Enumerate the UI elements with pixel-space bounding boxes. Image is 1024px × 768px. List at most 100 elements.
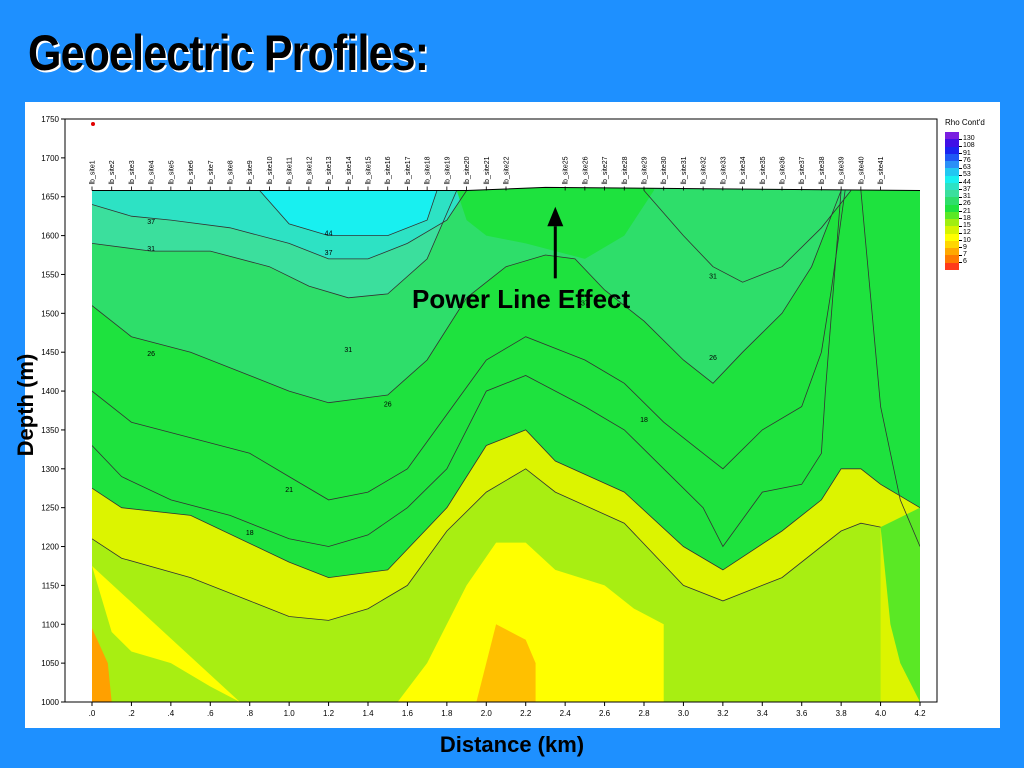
- site-label: lb_site40: [858, 156, 865, 184]
- y-tick-label: 1150: [42, 581, 60, 590]
- legend-label: 9: [963, 243, 967, 251]
- x-tick-label: 3.8: [836, 709, 848, 718]
- fill-band-power-line: [456, 187, 654, 259]
- legend-swatch: [945, 175, 959, 183]
- legend-swatch: [945, 262, 959, 270]
- site-label: lb_site30: [661, 156, 668, 184]
- legend-tick: [959, 232, 962, 234]
- legend-tick: [959, 247, 962, 249]
- fill-band-right-edge: [880, 507, 920, 702]
- contour-label: 44: [325, 231, 333, 238]
- legend-tick: [959, 211, 962, 213]
- contour-label: 31: [147, 246, 155, 253]
- legend-label: 10: [963, 236, 971, 244]
- legend-label: 37: [963, 185, 971, 193]
- legend-row: [945, 262, 993, 270]
- y-tick-label: 1450: [41, 348, 59, 357]
- plot-frame: [64, 118, 938, 703]
- x-tick-label: 4.2: [914, 709, 926, 718]
- site-label: lb_site41: [878, 156, 885, 184]
- contour-line-2: [92, 190, 458, 299]
- y-tick-label: 1050: [41, 659, 59, 668]
- x-tick-label: 1.8: [441, 709, 453, 718]
- x-tick-label: 2.8: [638, 709, 650, 718]
- contour-label: 31: [709, 273, 717, 280]
- legend-swatch: [945, 255, 959, 263]
- legend-label: 31: [963, 193, 971, 200]
- contour-line-4: [92, 190, 842, 404]
- legend-row: 53: [945, 168, 993, 178]
- contour-line-0: [92, 190, 467, 260]
- contour-line-lower-0: [92, 429, 920, 579]
- legend-swatch: [945, 226, 959, 234]
- chart-panel: 37 44 31 37 31 37 26 31 26 26 18 21 18 1000 1050 1100 11…: [25, 102, 1000, 728]
- fill-band-31-right: [644, 187, 851, 283]
- legend-row: 18: [945, 211, 993, 222]
- y-tick-label: 1000: [41, 698, 59, 707]
- contour-line-7: [860, 190, 920, 547]
- y-tick-label: 1200: [41, 543, 59, 552]
- legend-row: 108: [945, 139, 993, 149]
- x-tick-label: 4.0: [875, 709, 887, 718]
- legend-tick: [959, 189, 962, 191]
- legend-row: 15: [945, 219, 993, 229]
- site-label: lb_site22: [504, 156, 511, 184]
- site-label: lb_site5: [168, 160, 175, 184]
- legend-swatch: [945, 190, 959, 198]
- legend-label: 18: [963, 214, 971, 222]
- site-label: lb_site33: [720, 156, 727, 184]
- legend-label: 6: [963, 258, 967, 266]
- legend-row: 12: [945, 226, 993, 237]
- legend-label: 12: [963, 229, 971, 237]
- site-label: lb_site15: [366, 156, 373, 184]
- x-tick-label: 3.0: [678, 709, 690, 718]
- legend-swatch: [945, 132, 959, 140]
- x-tick-label: .2: [128, 709, 135, 718]
- legend-tick: [959, 153, 962, 155]
- site-label: lb_site3: [129, 160, 136, 184]
- legend-label: 26: [963, 200, 971, 208]
- x-tick-label: .8: [246, 709, 253, 718]
- legend-row: 9: [945, 240, 993, 251]
- x-tick-label: 2.4: [560, 709, 572, 718]
- x-tick-label: .4: [168, 709, 175, 718]
- x-tick-label: 1.4: [362, 709, 374, 718]
- y-tick-label: 1300: [41, 465, 59, 474]
- legend-row: 91: [945, 146, 993, 157]
- contour-label: 37: [147, 219, 155, 226]
- legend-tick: [959, 218, 962, 220]
- site-label: lb_site17: [405, 156, 412, 184]
- legend-swatch: [945, 139, 959, 147]
- site-label: lb_site8: [228, 160, 235, 184]
- site-label: lb_site36: [780, 156, 787, 184]
- contour-line-lower-1: [92, 468, 881, 621]
- x-tick-label: 2.6: [599, 709, 611, 718]
- fill-band-44: [259, 187, 437, 236]
- contour-label: 26: [147, 351, 155, 358]
- y-tick-label: 1500: [41, 309, 59, 318]
- site-label: lb_site31: [681, 156, 688, 184]
- site-label: lb_site25: [563, 156, 570, 184]
- site-label: lb_site18: [425, 156, 432, 184]
- legend-row: 37: [945, 182, 993, 193]
- legend-tick: [959, 138, 962, 140]
- legend-label: 91: [963, 149, 971, 157]
- site-label: lb_site11: [287, 157, 294, 185]
- legend-swatch: [945, 161, 959, 169]
- slide-title: Geoelectric Profiles:: [28, 25, 429, 81]
- site-label: lb_site13: [326, 156, 333, 184]
- contour-label: 37: [581, 301, 589, 308]
- y-tick-label: 1600: [41, 232, 59, 241]
- legend-tick: [959, 254, 962, 256]
- x-tick-label: 2.2: [520, 709, 532, 718]
- legend-title: Rho Cont'd: [945, 118, 985, 127]
- legend-swatch: [945, 248, 959, 256]
- legend-label: 15: [963, 222, 971, 229]
- contour-line-3: [643, 190, 852, 283]
- legend-swatch: [945, 197, 959, 205]
- site-label: lb_site10: [267, 156, 274, 184]
- legend-row: 10: [945, 233, 993, 244]
- legend-swatch: [945, 204, 959, 212]
- legend-row: 31: [945, 190, 993, 200]
- site-label: lb_site12: [306, 156, 313, 184]
